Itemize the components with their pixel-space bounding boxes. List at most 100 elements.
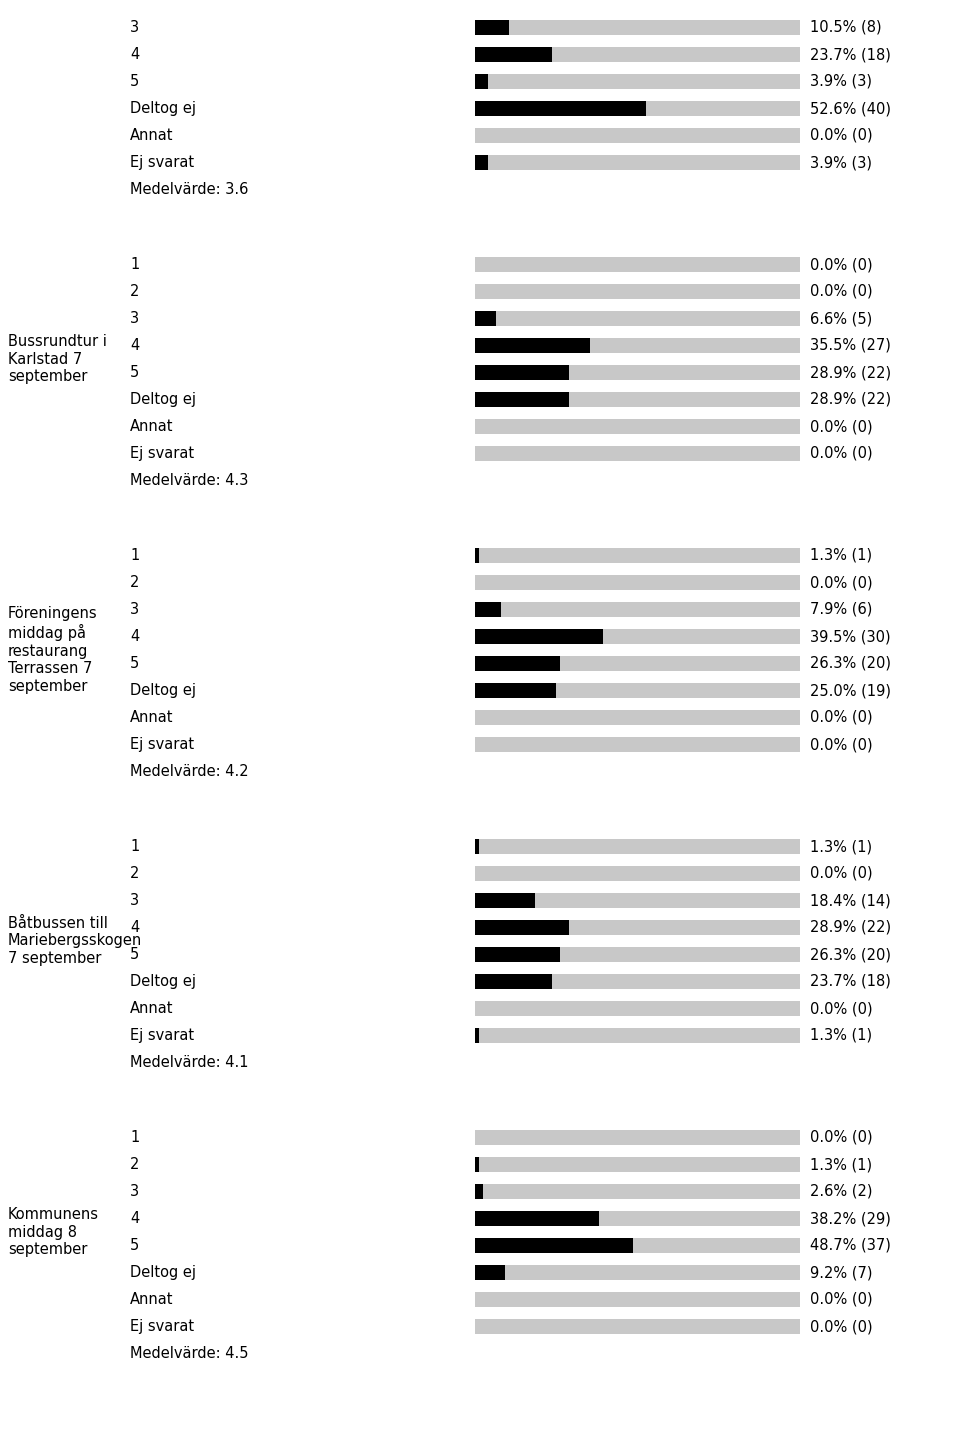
Bar: [475, 20, 509, 34]
Text: 3: 3: [130, 1184, 139, 1198]
Bar: [475, 74, 800, 89]
Bar: [475, 446, 800, 460]
Bar: [475, 602, 800, 616]
Text: Annat: Annat: [130, 1291, 174, 1307]
Text: Medelvärde: 3.6: Medelvärde: 3.6: [130, 182, 249, 197]
Text: 0.0% (0): 0.0% (0): [810, 285, 873, 299]
Text: 3.9% (3): 3.9% (3): [810, 154, 872, 170]
Bar: [475, 948, 561, 961]
Bar: [475, 285, 800, 299]
Text: Föreningens
middag på
restaurang
Terrassen 7
september: Föreningens middag på restaurang Terrass…: [8, 606, 98, 694]
Text: Medelvärde: 4.5: Medelvärde: 4.5: [130, 1346, 249, 1361]
Text: 0.0% (0): 0.0% (0): [810, 1130, 873, 1145]
Text: 5: 5: [130, 1238, 139, 1253]
Bar: [475, 839, 800, 854]
Bar: [475, 839, 479, 854]
Bar: [475, 1211, 800, 1226]
Text: Medelvärde: 4.3: Medelvärde: 4.3: [130, 473, 249, 488]
Bar: [475, 257, 800, 272]
Bar: [475, 1238, 800, 1253]
Text: 0.0% (0): 0.0% (0): [810, 1001, 873, 1015]
Text: Medelvärde: 4.1: Medelvärde: 4.1: [130, 1055, 249, 1070]
Text: 7.9% (6): 7.9% (6): [810, 602, 873, 616]
Text: 1.3% (1): 1.3% (1): [810, 1028, 872, 1042]
Bar: [475, 74, 488, 89]
Text: 2: 2: [130, 867, 139, 881]
Bar: [475, 392, 569, 406]
Text: 0.0% (0): 0.0% (0): [810, 711, 873, 725]
Bar: [475, 156, 488, 170]
Bar: [475, 1157, 479, 1171]
Bar: [475, 549, 800, 562]
Text: 0.0% (0): 0.0% (0): [810, 257, 873, 272]
Text: 25.0% (19): 25.0% (19): [810, 684, 891, 698]
Text: 38.2% (29): 38.2% (29): [810, 1211, 891, 1226]
Text: 4: 4: [130, 337, 139, 353]
Bar: [475, 1157, 800, 1171]
Bar: [475, 974, 552, 988]
Text: 3: 3: [130, 20, 139, 34]
Text: Deltog ej: Deltog ej: [130, 1266, 196, 1280]
Bar: [475, 129, 800, 143]
Text: 6.6% (5): 6.6% (5): [810, 310, 873, 326]
Text: 1: 1: [130, 257, 139, 272]
Text: Ej svarat: Ej svarat: [130, 736, 194, 752]
Bar: [475, 684, 800, 698]
Text: 1: 1: [130, 839, 139, 854]
Text: 10.5% (8): 10.5% (8): [810, 20, 881, 34]
Text: Medelvärde: 4.2: Medelvärde: 4.2: [130, 764, 249, 779]
Text: 23.7% (18): 23.7% (18): [810, 974, 891, 990]
Bar: [475, 575, 800, 589]
Text: 0.0% (0): 0.0% (0): [810, 575, 873, 591]
Text: 1: 1: [130, 548, 139, 563]
Bar: [475, 549, 479, 562]
Text: 52.6% (40): 52.6% (40): [810, 102, 891, 116]
Bar: [475, 392, 800, 406]
Text: 26.3% (20): 26.3% (20): [810, 656, 891, 671]
Bar: [475, 47, 552, 61]
Text: 0.0% (0): 0.0% (0): [810, 1291, 873, 1307]
Bar: [475, 20, 800, 34]
Bar: [475, 47, 800, 61]
Text: 2: 2: [130, 575, 139, 591]
Text: 0.0% (0): 0.0% (0): [810, 867, 873, 881]
Text: Annat: Annat: [130, 711, 174, 725]
Text: 28.9% (22): 28.9% (22): [810, 365, 891, 380]
Text: 5: 5: [130, 365, 139, 380]
Text: 0.0% (0): 0.0% (0): [810, 129, 873, 143]
Text: 3: 3: [130, 892, 139, 908]
Bar: [475, 602, 501, 616]
Text: Annat: Annat: [130, 1001, 174, 1015]
Text: 3.9% (3): 3.9% (3): [810, 74, 872, 89]
Bar: [475, 656, 800, 671]
Text: 1.3% (1): 1.3% (1): [810, 839, 872, 854]
Bar: [475, 948, 800, 961]
Text: Annat: Annat: [130, 419, 174, 433]
Bar: [475, 1266, 505, 1280]
Text: 2: 2: [130, 285, 139, 299]
Bar: [475, 366, 569, 379]
Text: Bussrundtur i
Karlstad 7
september: Bussrundtur i Karlstad 7 september: [8, 335, 107, 383]
Bar: [475, 1131, 800, 1144]
Bar: [475, 894, 800, 908]
Bar: [475, 921, 569, 935]
Text: 48.7% (37): 48.7% (37): [810, 1238, 891, 1253]
Bar: [475, 1211, 599, 1226]
Bar: [475, 1266, 800, 1280]
Bar: [475, 102, 800, 116]
Text: 3: 3: [130, 310, 139, 326]
Bar: [475, 366, 800, 379]
Bar: [475, 921, 800, 935]
Bar: [475, 156, 800, 170]
Bar: [475, 1293, 800, 1307]
Bar: [475, 711, 800, 725]
Text: 4: 4: [130, 919, 139, 935]
Text: 4: 4: [130, 1211, 139, 1226]
Text: 1.3% (1): 1.3% (1): [810, 1157, 872, 1173]
Text: Ej svarat: Ej svarat: [130, 1028, 194, 1042]
Bar: [475, 1028, 800, 1042]
Text: 23.7% (18): 23.7% (18): [810, 47, 891, 61]
Bar: [475, 1001, 800, 1015]
Bar: [475, 339, 800, 353]
Bar: [475, 656, 561, 671]
